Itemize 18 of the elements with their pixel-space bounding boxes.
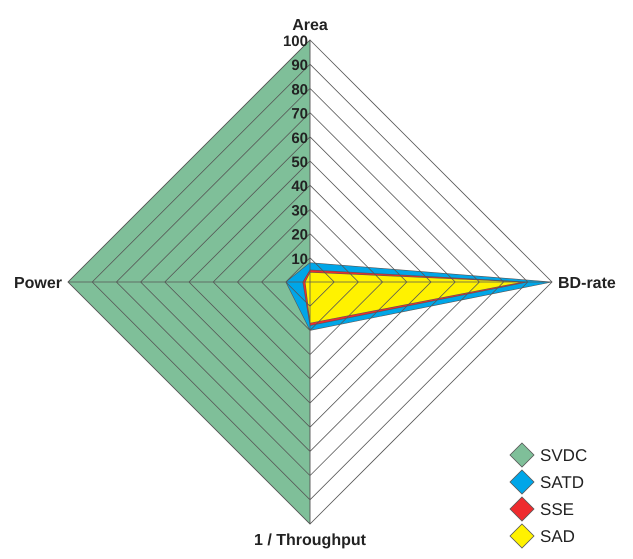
- y-tick-label: 40: [291, 178, 308, 196]
- legend-label: SAD: [540, 527, 575, 546]
- spoke-label: Power: [14, 275, 62, 292]
- y-tick-label: 60: [291, 130, 308, 147]
- y-tick-label: 50: [291, 154, 308, 171]
- legend-label: SATD: [540, 473, 584, 492]
- legend-label: SSE: [540, 500, 574, 519]
- y-tick-label: 30: [291, 202, 308, 220]
- spoke-label: BD-rate: [558, 275, 616, 292]
- spoke-label: 1 / Throughput: [254, 532, 367, 549]
- y-tick-label: 90: [291, 57, 308, 74]
- legend-label: SVDC: [540, 446, 588, 465]
- y-tick-label: 70: [291, 106, 308, 123]
- y-tick-label: 20: [291, 226, 308, 244]
- spoke-label: Area: [292, 17, 328, 34]
- y-tick-label: 80: [291, 81, 308, 98]
- y-tick-label: 10: [291, 250, 308, 268]
- y-tick-label: 100: [282, 33, 308, 50]
